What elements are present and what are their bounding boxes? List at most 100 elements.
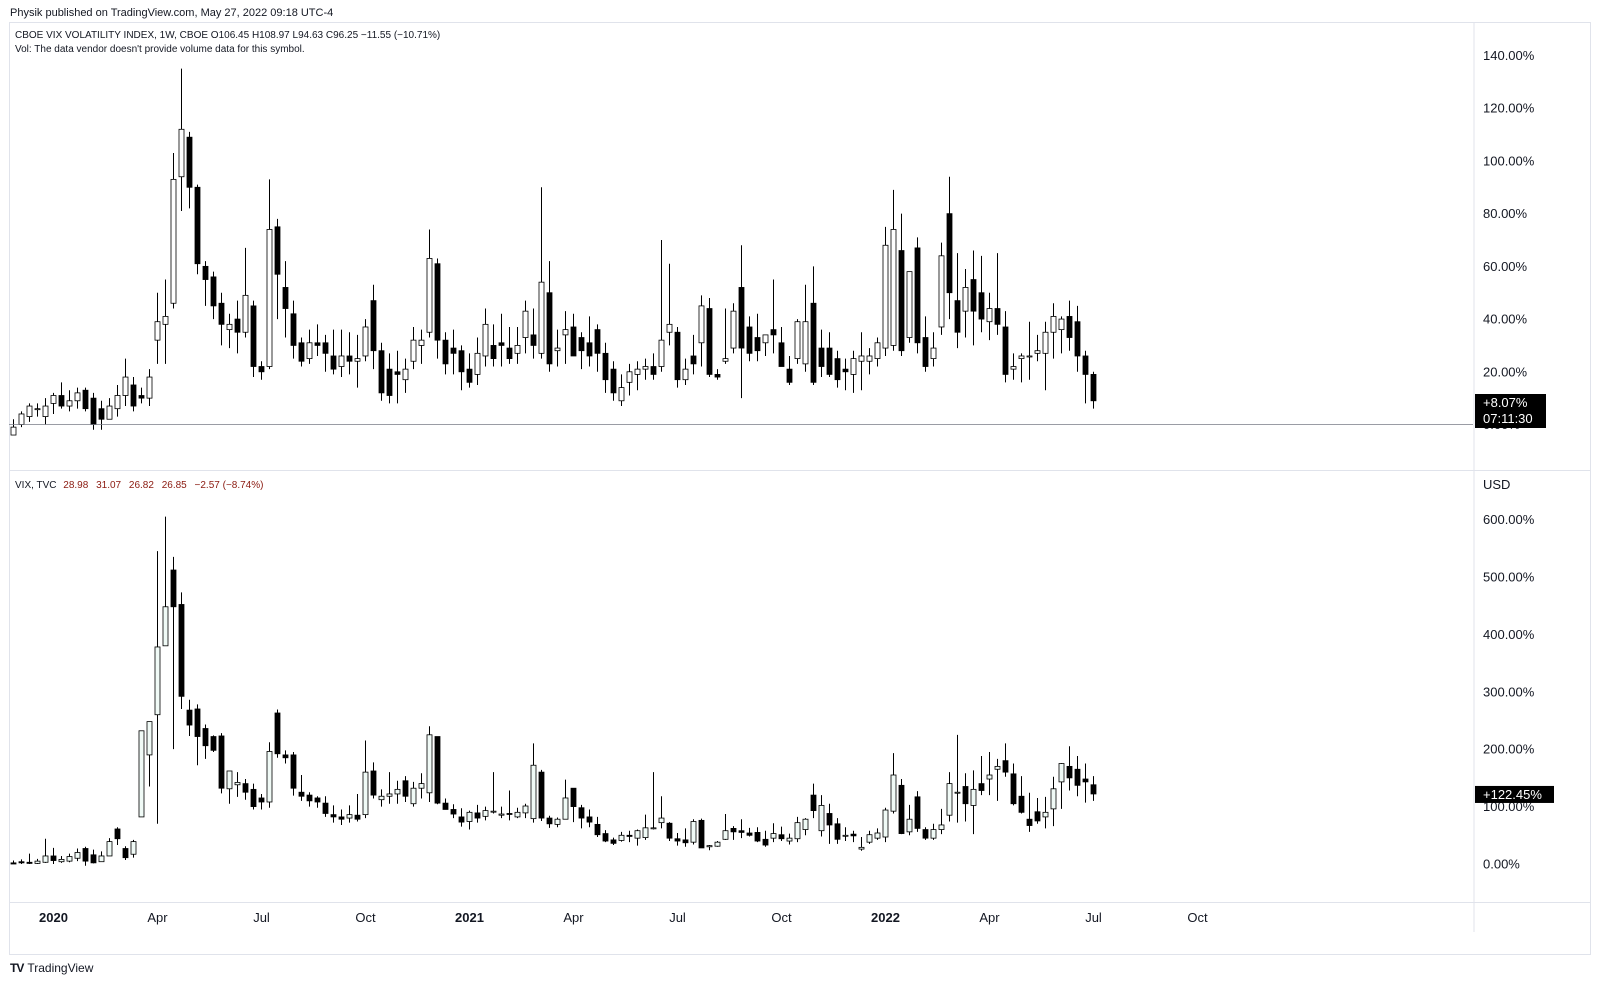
candle[interactable] <box>930 332 937 367</box>
candle[interactable] <box>266 742 273 808</box>
candle[interactable] <box>242 779 249 800</box>
candle[interactable] <box>394 780 401 804</box>
candle[interactable] <box>850 350 857 393</box>
candle[interactable] <box>890 753 897 814</box>
candle[interactable] <box>74 387 81 409</box>
candle[interactable] <box>290 752 297 796</box>
candle[interactable] <box>778 826 785 842</box>
candle[interactable] <box>490 772 497 814</box>
candle[interactable] <box>930 823 937 840</box>
candle[interactable] <box>18 859 25 864</box>
candle[interactable] <box>146 721 153 787</box>
candle[interactable] <box>234 300 241 354</box>
candle[interactable] <box>626 830 633 843</box>
candle[interactable] <box>306 329 313 364</box>
candle[interactable] <box>554 817 561 828</box>
candle[interactable] <box>594 324 601 372</box>
candle[interactable] <box>34 403 41 417</box>
candle[interactable] <box>618 374 625 407</box>
candle[interactable] <box>714 369 721 380</box>
candle[interactable] <box>698 818 705 849</box>
candle[interactable] <box>722 814 729 840</box>
candle[interactable] <box>1018 353 1025 383</box>
candle[interactable] <box>858 332 865 391</box>
candle[interactable] <box>794 816 801 843</box>
candle[interactable] <box>818 329 825 378</box>
candle[interactable] <box>1082 350 1089 404</box>
candle[interactable] <box>114 827 121 846</box>
candle[interactable] <box>122 358 129 407</box>
candle[interactable] <box>362 319 369 362</box>
candle[interactable] <box>186 131 193 209</box>
candle[interactable] <box>282 750 289 764</box>
candle[interactable] <box>602 342 609 393</box>
candle[interactable] <box>194 704 201 766</box>
candle[interactable] <box>978 756 985 796</box>
candle[interactable] <box>634 361 641 391</box>
candle[interactable] <box>338 329 345 378</box>
candle[interactable] <box>194 184 201 275</box>
candle[interactable] <box>58 855 65 863</box>
candle[interactable] <box>322 796 329 817</box>
candle[interactable] <box>306 792 313 807</box>
candle[interactable] <box>754 313 761 362</box>
candle[interactable] <box>802 284 809 372</box>
candle[interactable] <box>1042 796 1049 829</box>
candle[interactable] <box>986 292 993 341</box>
candle[interactable] <box>978 255 985 333</box>
candle[interactable] <box>610 361 617 401</box>
candle[interactable] <box>682 828 689 847</box>
candle[interactable] <box>274 218 281 320</box>
candle[interactable] <box>418 329 425 364</box>
candle[interactable] <box>1034 797 1041 824</box>
candle[interactable] <box>378 789 385 807</box>
candle[interactable] <box>490 324 497 367</box>
candle[interactable] <box>314 796 321 808</box>
candle[interactable] <box>178 68 185 212</box>
candle[interactable] <box>762 334 769 356</box>
candle[interactable] <box>90 849 97 864</box>
candle[interactable] <box>690 334 697 375</box>
candle[interactable] <box>802 818 809 836</box>
candle[interactable] <box>970 770 977 835</box>
candle[interactable] <box>186 699 193 736</box>
candle[interactable] <box>226 313 233 349</box>
candle[interactable] <box>810 266 817 385</box>
candle[interactable] <box>482 806 489 821</box>
candle[interactable] <box>1026 321 1033 380</box>
tradingview-logo[interactable]: TV TradingView <box>10 961 93 975</box>
candle[interactable] <box>922 827 929 840</box>
candle[interactable] <box>874 337 881 367</box>
candle[interactable] <box>362 740 369 819</box>
candle[interactable] <box>1074 305 1081 372</box>
candle[interactable] <box>266 179 273 370</box>
candle[interactable] <box>674 326 681 388</box>
candle[interactable] <box>34 858 41 864</box>
candle[interactable] <box>898 779 905 835</box>
candle[interactable] <box>658 796 665 829</box>
candle[interactable] <box>1090 776 1097 801</box>
candle[interactable] <box>922 316 929 372</box>
candle[interactable] <box>218 292 225 346</box>
candle[interactable] <box>690 819 697 845</box>
candle[interactable] <box>106 838 113 857</box>
candle[interactable] <box>514 326 521 364</box>
candle[interactable] <box>522 803 529 819</box>
candle[interactable] <box>114 384 121 417</box>
candle[interactable] <box>658 240 665 372</box>
candle[interactable] <box>1034 334 1041 362</box>
candle[interactable] <box>202 261 209 306</box>
candle[interactable] <box>330 805 337 823</box>
candle[interactable] <box>810 783 817 819</box>
candle[interactable] <box>282 261 289 338</box>
candle[interactable] <box>354 793 361 822</box>
candle[interactable] <box>642 814 649 840</box>
candle[interactable] <box>138 730 145 818</box>
candle[interactable] <box>1066 300 1073 351</box>
candle[interactable] <box>962 773 969 822</box>
candle[interactable] <box>866 348 873 375</box>
candle[interactable] <box>274 709 281 758</box>
candle[interactable] <box>10 419 17 436</box>
candle[interactable] <box>82 846 89 866</box>
